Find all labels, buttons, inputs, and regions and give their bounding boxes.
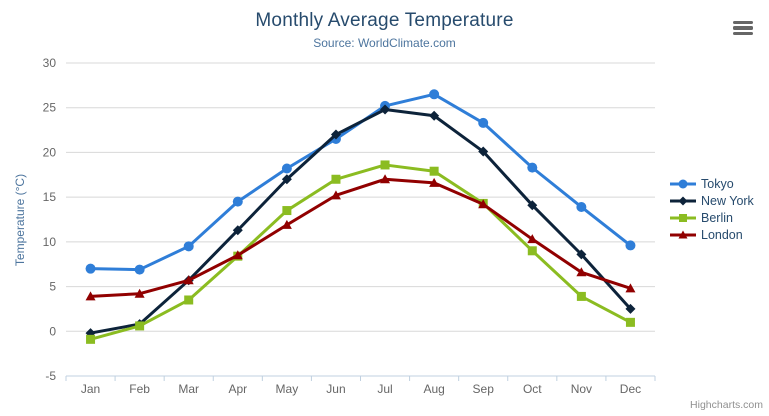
- data-point-new-york[interactable]: [330, 129, 341, 140]
- data-point-london[interactable]: [134, 288, 145, 298]
- x-tick-label: Dec: [620, 382, 641, 396]
- highcharts-credits-link[interactable]: Highcharts.com: [690, 399, 763, 411]
- x-tick-label: Jun: [326, 382, 345, 396]
- y-tick-label: 25: [43, 101, 57, 115]
- legend-label: Berlin: [701, 211, 733, 225]
- data-point-berlin[interactable]: [429, 166, 439, 176]
- legend-marker-diamond-icon: [670, 196, 696, 206]
- data-point-london[interactable]: [330, 190, 341, 200]
- data-point-new-york[interactable]: [576, 249, 587, 260]
- data-point-london[interactable]: [576, 267, 587, 277]
- series-line-new-york: [89, 108, 632, 335]
- data-point-london[interactable]: [183, 275, 194, 285]
- data-point-tokyo[interactable]: [625, 240, 636, 251]
- x-tick-label: Sep: [473, 382, 495, 396]
- series-line-berlin: [89, 163, 632, 341]
- legend: Tokyo New York Berlin London: [670, 176, 754, 243]
- data-point-tokyo[interactable]: [281, 163, 292, 174]
- data-point-tokyo[interactable]: [527, 162, 538, 173]
- data-point-new-york[interactable]: [429, 110, 440, 121]
- y-tick-label: 20: [43, 145, 57, 159]
- data-point-tokyo[interactable]: [183, 241, 194, 252]
- y-tick-label: 30: [43, 56, 57, 70]
- data-point-new-york[interactable]: [625, 303, 636, 314]
- data-point-london[interactable]: [281, 219, 292, 229]
- legend-marker-square-icon: [670, 214, 696, 222]
- data-point-berlin[interactable]: [86, 334, 96, 344]
- data-point-london[interactable]: [429, 177, 440, 187]
- x-tick-label: Nov: [571, 382, 592, 396]
- data-point-berlin[interactable]: [282, 206, 292, 216]
- x-tick-label: Jan: [81, 382, 100, 396]
- legend-label: Tokyo: [701, 177, 734, 191]
- legend-marker-triangle-icon: [670, 230, 696, 239]
- data-point-tokyo[interactable]: [576, 201, 587, 212]
- y-tick-label: 15: [43, 190, 57, 204]
- data-point-tokyo[interactable]: [429, 89, 440, 100]
- data-point-berlin[interactable]: [576, 291, 586, 301]
- hamburger-menu-icon[interactable]: [731, 19, 755, 37]
- x-tick-label: Jul: [377, 382, 392, 396]
- x-tick-label: Oct: [523, 382, 542, 396]
- data-point-tokyo[interactable]: [134, 264, 145, 275]
- data-point-tokyo[interactable]: [85, 263, 96, 274]
- legend-item-berlin[interactable]: Berlin: [670, 210, 754, 226]
- data-point-berlin[interactable]: [527, 246, 537, 256]
- data-point-berlin[interactable]: [331, 174, 341, 184]
- y-tick-label: -5: [45, 369, 56, 383]
- data-point-london[interactable]: [380, 174, 391, 184]
- data-point-new-york[interactable]: [380, 104, 391, 115]
- x-tick-label: Apr: [228, 382, 247, 396]
- y-tick-label: 10: [43, 235, 57, 249]
- legend-item-tokyo[interactable]: Tokyo: [670, 176, 754, 192]
- data-point-berlin[interactable]: [135, 321, 145, 331]
- data-point-tokyo[interactable]: [232, 196, 243, 207]
- chart-subtitle: Source: WorldClimate.com: [313, 36, 456, 50]
- x-tick-label: May: [276, 382, 299, 396]
- data-point-london[interactable]: [478, 199, 489, 209]
- data-point-london[interactable]: [232, 250, 243, 260]
- data-point-london[interactable]: [85, 291, 96, 301]
- data-point-new-york[interactable]: [478, 146, 489, 157]
- x-tick-label: Mar: [178, 382, 199, 396]
- data-point-london[interactable]: [625, 283, 636, 293]
- legend-item-london[interactable]: London: [670, 227, 754, 243]
- y-tick-label: 0: [49, 324, 56, 338]
- chart-title: Monthly Average Temperature: [255, 10, 514, 31]
- data-point-berlin[interactable]: [625, 317, 635, 327]
- y-tick-label: 5: [49, 280, 56, 294]
- data-point-berlin[interactable]: [380, 160, 390, 170]
- x-tick-label: Aug: [423, 382, 444, 396]
- legend-marker-circle-icon: [670, 179, 696, 189]
- data-point-new-york[interactable]: [281, 174, 292, 185]
- data-point-tokyo[interactable]: [478, 117, 489, 128]
- data-point-new-york[interactable]: [527, 200, 538, 211]
- data-point-berlin[interactable]: [184, 295, 194, 305]
- data-point-new-york[interactable]: [232, 225, 243, 236]
- series-line-london: [89, 177, 632, 298]
- x-tick-label: Feb: [129, 382, 150, 396]
- legend-label: London: [701, 228, 743, 242]
- legend-label: New York: [701, 194, 754, 208]
- legend-item-new-york[interactable]: New York: [670, 193, 754, 209]
- data-point-london[interactable]: [527, 234, 538, 244]
